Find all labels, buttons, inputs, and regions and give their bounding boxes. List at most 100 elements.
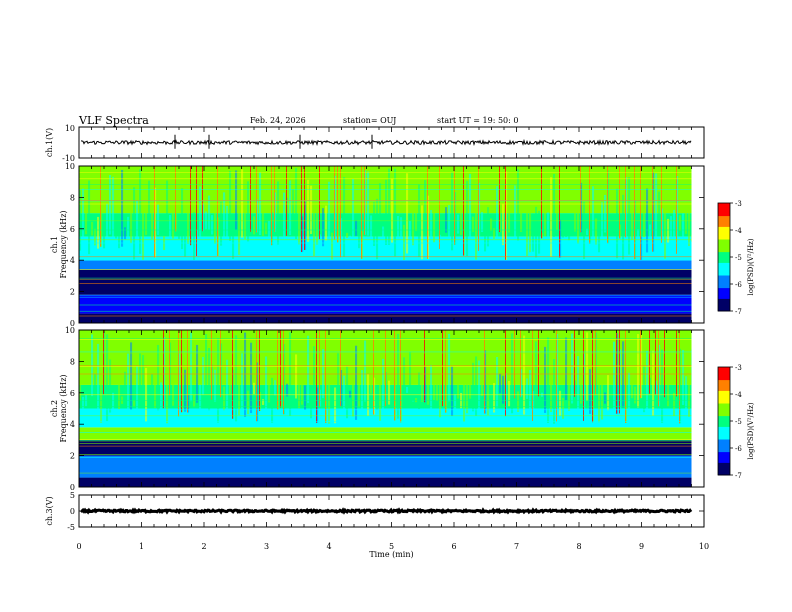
spectrogram-streak — [490, 390, 493, 401]
spectrogram-streak — [466, 180, 469, 257]
spectrogram-band — [79, 260, 692, 270]
spectrogram-burst — [274, 166, 275, 232]
colorbar-cell — [718, 282, 730, 285]
colorbar-cell — [718, 253, 730, 256]
spectrogram-burst — [181, 330, 182, 413]
colorbar-cell — [718, 442, 730, 445]
spectrogram-streak — [655, 380, 658, 395]
spectrogram-streak — [517, 169, 520, 241]
spectrogram-streak — [595, 332, 598, 396]
spectrogram-streak — [280, 228, 283, 235]
spectrogram-burst — [202, 166, 203, 232]
spectrogram-streak — [346, 366, 349, 419]
colorbar-cell — [718, 386, 730, 390]
spectrogram-streak — [361, 231, 364, 259]
colorbar-cell — [718, 401, 730, 404]
spectrogram-streak — [577, 185, 580, 244]
spectrogram-streak — [184, 213, 187, 257]
spectrogram-streak — [247, 181, 250, 242]
spectrogram-streak — [388, 380, 391, 405]
colorbar-cell — [718, 249, 730, 253]
spectrogram-streak — [190, 332, 193, 402]
spectrogram-streak — [424, 366, 427, 403]
colorbar-tick-label: -3 — [735, 200, 742, 208]
spectrogram-streak — [676, 176, 679, 254]
spectrogram-streak — [502, 375, 505, 404]
spectrogram-streak — [97, 216, 100, 249]
spectrogram-layer — [79, 166, 704, 487]
spectrogram-streak — [403, 224, 406, 260]
spectrogram-streak — [280, 360, 283, 408]
spectrogram-streak — [382, 358, 385, 412]
spectrogram-streak — [412, 185, 415, 246]
spectrogram-streak — [88, 390, 91, 407]
spectrogram-burst — [196, 166, 197, 257]
colorbar-tick-label: -6 — [735, 445, 742, 453]
spectrogram-streak — [463, 177, 466, 256]
spectrogram-streak — [568, 221, 571, 241]
spectrogram-streak — [172, 336, 175, 406]
y-tick-label: 10 — [65, 162, 75, 171]
spectrogram-streak — [121, 396, 124, 404]
spectrogram-streak — [487, 207, 490, 247]
spectrogram-band — [79, 313, 692, 323]
spectrogram-streak — [151, 374, 154, 400]
spectrogram-streak — [184, 369, 187, 412]
spectrogram-streak — [379, 183, 382, 233]
spectrogram-streak — [205, 211, 208, 230]
colorbar-cell — [718, 422, 730, 426]
spectrogram-streak — [169, 342, 172, 396]
station-label: station= OUJ — [343, 116, 397, 125]
colorbar-cell — [718, 228, 730, 231]
spectrogram-streak — [343, 176, 346, 257]
spectrogram-streak — [682, 213, 685, 255]
spectrogram-streak — [205, 334, 208, 396]
spectrogram-streak — [253, 382, 256, 395]
colorbar-cell — [718, 370, 730, 373]
spectrogram-streak — [523, 335, 526, 415]
spectrogram-streak — [370, 215, 373, 258]
spectrogram-streak — [475, 184, 478, 260]
spectrogram-burst — [103, 330, 104, 395]
spectrogram-streak — [88, 180, 91, 255]
spectrogram-streak — [448, 205, 451, 247]
y-tick-label: 8 — [70, 357, 75, 366]
spectrogram-streak — [103, 332, 106, 395]
spectrogram-streak — [598, 224, 601, 253]
colorbar-cell — [718, 426, 730, 429]
spectrogram-streak — [511, 216, 514, 230]
spectrogram-streak — [115, 387, 118, 405]
colorbar-cell — [718, 462, 730, 465]
spectrogram-streak — [490, 218, 493, 231]
colorbar-cell — [718, 224, 730, 227]
spectrogram-streak — [532, 391, 535, 421]
spectrogram-streak — [337, 194, 340, 243]
spectrogram-streak — [292, 189, 295, 232]
spectrogram-streak — [325, 205, 328, 241]
y-axis-label: Frequency (kHz) — [59, 374, 68, 442]
spectrogram-streak — [271, 377, 274, 423]
spectrogram-streak — [421, 338, 424, 402]
spectrogram-streak — [397, 333, 400, 419]
spectrogram-burst — [301, 166, 302, 253]
spectrogram-streak — [415, 187, 418, 232]
spectrogram-streak — [514, 384, 517, 399]
spectrogram-streak — [313, 346, 316, 399]
spectrogram-streak — [118, 218, 121, 249]
colorbar-cell — [718, 276, 730, 280]
spectrogram-burst — [424, 330, 425, 403]
spectrogram-streak — [538, 210, 541, 254]
colorbar-cell — [718, 466, 730, 469]
spectrogram-streak — [682, 349, 685, 405]
spectrogram-streak — [454, 192, 457, 245]
spectrogram-streak — [643, 206, 646, 238]
spectrogram-streak — [316, 387, 319, 423]
colorbar-cell — [718, 381, 730, 384]
spectrogram-streak — [685, 169, 688, 234]
spectrogram-burst — [619, 166, 620, 239]
colorbar-cell — [718, 397, 730, 400]
spectrogram-streak — [277, 181, 280, 245]
spectrogram-streak — [556, 333, 559, 422]
colorbar-cell — [718, 258, 730, 262]
spectrogram-empty — [691, 330, 704, 487]
